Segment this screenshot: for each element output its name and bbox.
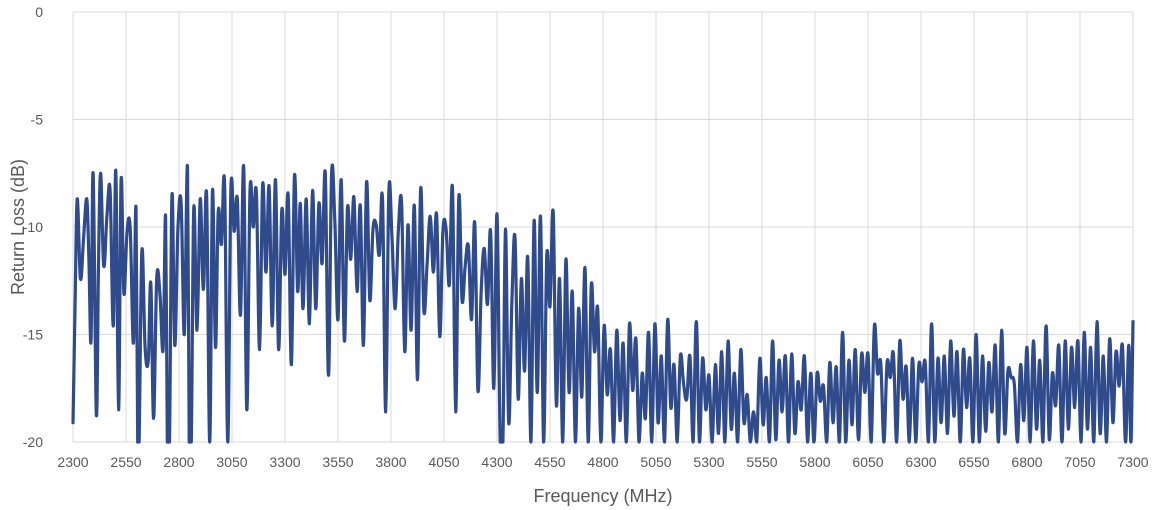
series-line bbox=[71, 163, 1135, 444]
y-axis-ticks: -20 -15 -10 -5 0 bbox=[23, 4, 43, 450]
x-tick-label: 4550 bbox=[534, 454, 565, 470]
y-tick-label: -15 bbox=[23, 327, 43, 343]
y-tick-label: -5 bbox=[31, 112, 44, 128]
x-tick-label: 3550 bbox=[322, 454, 353, 470]
x-tick-label: 4050 bbox=[428, 454, 459, 470]
x-tick-label: 6550 bbox=[958, 454, 989, 470]
x-tick-label: 6050 bbox=[852, 454, 883, 470]
x-axis-title: Frequency (MHz) bbox=[533, 486, 672, 506]
x-tick-label: 6300 bbox=[905, 454, 936, 470]
x-tick-label: 4300 bbox=[481, 454, 512, 470]
x-axis-ticks: 2300 2550 2800 3050 3300 3550 3800 4050 4300 4550… bbox=[57, 454, 1148, 470]
x-tick-label: 4800 bbox=[587, 454, 618, 470]
x-tick-label: 3050 bbox=[216, 454, 247, 470]
x-tick-label: 2300 bbox=[57, 454, 88, 470]
x-tick-label: 5800 bbox=[799, 454, 830, 470]
x-tick-label: 6800 bbox=[1011, 454, 1042, 470]
x-tick-label: 2800 bbox=[163, 454, 194, 470]
x-tick-label: 5550 bbox=[746, 454, 777, 470]
x-tick-label: 5050 bbox=[640, 454, 671, 470]
y-axis-title: Return Loss (dB) bbox=[8, 159, 28, 295]
y-tick-label: 0 bbox=[35, 4, 43, 20]
x-tick-label: 3800 bbox=[375, 454, 406, 470]
x-tick-label: 5300 bbox=[693, 454, 724, 470]
x-tick-label: 2550 bbox=[110, 454, 141, 470]
y-tick-label: -20 bbox=[23, 434, 43, 450]
y-tick-label: -10 bbox=[23, 219, 43, 235]
x-tick-label: 7300 bbox=[1117, 454, 1148, 470]
x-tick-label: 7050 bbox=[1064, 454, 1095, 470]
series-group bbox=[71, 163, 1135, 444]
x-tick-label: 3300 bbox=[269, 454, 300, 470]
